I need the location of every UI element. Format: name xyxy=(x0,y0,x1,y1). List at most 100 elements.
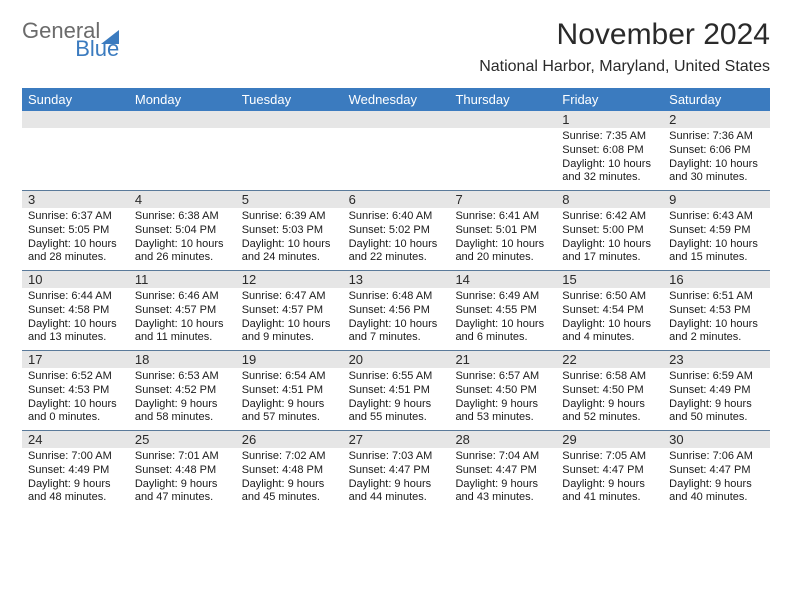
day-number: 17 xyxy=(22,351,129,368)
sunrise-text: Sunrise: 6:58 AM xyxy=(562,370,657,384)
day-cell: Sunrise: 7:02 AMSunset: 4:48 PMDaylight:… xyxy=(236,448,343,510)
daylight-text: Daylight: 10 hours and 22 minutes. xyxy=(349,238,444,266)
daylight-text: Daylight: 10 hours and 4 minutes. xyxy=(562,318,657,346)
day-cell: Sunrise: 6:53 AMSunset: 4:52 PMDaylight:… xyxy=(129,368,236,430)
sunset-text: Sunset: 4:53 PM xyxy=(669,304,764,318)
dow-cell: Friday xyxy=(556,88,663,111)
sunset-text: Sunset: 5:04 PM xyxy=(135,224,230,238)
day-number: 16 xyxy=(663,271,770,288)
daylight-text: Daylight: 10 hours and 0 minutes. xyxy=(28,398,123,426)
logo: General Blue xyxy=(22,18,119,62)
sunrise-text: Sunrise: 6:37 AM xyxy=(28,210,123,224)
day-body-row: Sunrise: 6:37 AMSunset: 5:05 PMDaylight:… xyxy=(22,208,770,270)
day-number: 28 xyxy=(449,431,556,448)
day-cell: Sunrise: 6:54 AMSunset: 4:51 PMDaylight:… xyxy=(236,368,343,430)
day-number: 20 xyxy=(343,351,450,368)
sunrise-text: Sunrise: 6:59 AM xyxy=(669,370,764,384)
sunset-text: Sunset: 4:48 PM xyxy=(242,464,337,478)
sunset-text: Sunset: 4:59 PM xyxy=(669,224,764,238)
day-number: 14 xyxy=(449,271,556,288)
sunrise-text: Sunrise: 6:50 AM xyxy=(562,290,657,304)
sunset-text: Sunset: 4:57 PM xyxy=(242,304,337,318)
day-number: 23 xyxy=(663,351,770,368)
sunrise-text: Sunrise: 7:06 AM xyxy=(669,450,764,464)
sunset-text: Sunset: 4:47 PM xyxy=(349,464,444,478)
day-body-row: Sunrise: 6:52 AMSunset: 4:53 PMDaylight:… xyxy=(22,368,770,430)
day-number: 13 xyxy=(343,271,450,288)
day-number: 10 xyxy=(22,271,129,288)
daylight-text: Daylight: 10 hours and 30 minutes. xyxy=(669,158,764,186)
sunrise-text: Sunrise: 7:36 AM xyxy=(669,130,764,144)
week-row: 3456789Sunrise: 6:37 AMSunset: 5:05 PMDa… xyxy=(22,190,770,270)
sunrise-text: Sunrise: 6:40 AM xyxy=(349,210,444,224)
sunset-text: Sunset: 5:00 PM xyxy=(562,224,657,238)
sunset-text: Sunset: 4:49 PM xyxy=(669,384,764,398)
day-number: 22 xyxy=(556,351,663,368)
sunset-text: Sunset: 4:47 PM xyxy=(669,464,764,478)
day-cell: Sunrise: 7:01 AMSunset: 4:48 PMDaylight:… xyxy=(129,448,236,510)
day-number: 12 xyxy=(236,271,343,288)
day-number: 9 xyxy=(663,191,770,208)
sunrise-text: Sunrise: 6:44 AM xyxy=(28,290,123,304)
day-number: 18 xyxy=(129,351,236,368)
sunset-text: Sunset: 4:50 PM xyxy=(455,384,550,398)
day-number-band: 24252627282930 xyxy=(22,431,770,448)
daylight-text: Daylight: 9 hours and 52 minutes. xyxy=(562,398,657,426)
day-cell: Sunrise: 6:58 AMSunset: 4:50 PMDaylight:… xyxy=(556,368,663,430)
day-number: 24 xyxy=(22,431,129,448)
day-number xyxy=(129,111,236,128)
sunrise-text: Sunrise: 6:55 AM xyxy=(349,370,444,384)
day-number: 3 xyxy=(22,191,129,208)
sunrise-text: Sunrise: 6:52 AM xyxy=(28,370,123,384)
sunset-text: Sunset: 4:47 PM xyxy=(562,464,657,478)
sunrise-text: Sunrise: 6:46 AM xyxy=(135,290,230,304)
sunrise-text: Sunrise: 7:03 AM xyxy=(349,450,444,464)
calendar: SundayMondayTuesdayWednesdayThursdayFrid… xyxy=(22,88,770,510)
day-cell: Sunrise: 6:46 AMSunset: 4:57 PMDaylight:… xyxy=(129,288,236,350)
sunrise-text: Sunrise: 7:02 AM xyxy=(242,450,337,464)
day-number: 4 xyxy=(129,191,236,208)
week-row: 12Sunrise: 7:35 AMSunset: 6:08 PMDayligh… xyxy=(22,111,770,190)
page-header: General Blue November 2024 National Harb… xyxy=(0,0,792,80)
title-block: November 2024 National Harbor, Maryland,… xyxy=(479,18,770,76)
day-cell: Sunrise: 6:52 AMSunset: 4:53 PMDaylight:… xyxy=(22,368,129,430)
sunrise-text: Sunrise: 6:47 AM xyxy=(242,290,337,304)
sunset-text: Sunset: 4:53 PM xyxy=(28,384,123,398)
day-number: 7 xyxy=(449,191,556,208)
sunrise-text: Sunrise: 6:43 AM xyxy=(669,210,764,224)
daylight-text: Daylight: 10 hours and 20 minutes. xyxy=(455,238,550,266)
sunset-text: Sunset: 4:58 PM xyxy=(28,304,123,318)
day-cell: Sunrise: 6:37 AMSunset: 5:05 PMDaylight:… xyxy=(22,208,129,270)
day-cell: Sunrise: 7:05 AMSunset: 4:47 PMDaylight:… xyxy=(556,448,663,510)
day-cell: Sunrise: 6:47 AMSunset: 4:57 PMDaylight:… xyxy=(236,288,343,350)
daylight-text: Daylight: 9 hours and 41 minutes. xyxy=(562,478,657,506)
daylight-text: Daylight: 10 hours and 11 minutes. xyxy=(135,318,230,346)
sunrise-text: Sunrise: 6:51 AM xyxy=(669,290,764,304)
sunset-text: Sunset: 4:51 PM xyxy=(242,384,337,398)
sunset-text: Sunset: 6:06 PM xyxy=(669,144,764,158)
day-cell: Sunrise: 6:43 AMSunset: 4:59 PMDaylight:… xyxy=(663,208,770,270)
dow-cell: Tuesday xyxy=(236,88,343,111)
day-cell: Sunrise: 6:51 AMSunset: 4:53 PMDaylight:… xyxy=(663,288,770,350)
daylight-text: Daylight: 9 hours and 50 minutes. xyxy=(669,398,764,426)
day-number xyxy=(449,111,556,128)
daylight-text: Daylight: 9 hours and 57 minutes. xyxy=(242,398,337,426)
daylight-text: Daylight: 10 hours and 2 minutes. xyxy=(669,318,764,346)
daylight-text: Daylight: 10 hours and 13 minutes. xyxy=(28,318,123,346)
daylight-text: Daylight: 9 hours and 55 minutes. xyxy=(349,398,444,426)
week-row: 17181920212223Sunrise: 6:52 AMSunset: 4:… xyxy=(22,350,770,430)
daylight-text: Daylight: 9 hours and 48 minutes. xyxy=(28,478,123,506)
sunrise-text: Sunrise: 6:49 AM xyxy=(455,290,550,304)
sunset-text: Sunset: 4:56 PM xyxy=(349,304,444,318)
day-number: 19 xyxy=(236,351,343,368)
calendar-grid: 12Sunrise: 7:35 AMSunset: 6:08 PMDayligh… xyxy=(22,111,770,510)
location-text: National Harbor, Maryland, United States xyxy=(479,58,770,76)
sunset-text: Sunset: 4:47 PM xyxy=(455,464,550,478)
sunset-text: Sunset: 4:48 PM xyxy=(135,464,230,478)
day-number: 2 xyxy=(663,111,770,128)
day-cell: Sunrise: 7:06 AMSunset: 4:47 PMDaylight:… xyxy=(663,448,770,510)
day-cell: Sunrise: 6:48 AMSunset: 4:56 PMDaylight:… xyxy=(343,288,450,350)
daylight-text: Daylight: 9 hours and 44 minutes. xyxy=(349,478,444,506)
day-cell: Sunrise: 7:36 AMSunset: 6:06 PMDaylight:… xyxy=(663,128,770,190)
daylight-text: Daylight: 10 hours and 28 minutes. xyxy=(28,238,123,266)
